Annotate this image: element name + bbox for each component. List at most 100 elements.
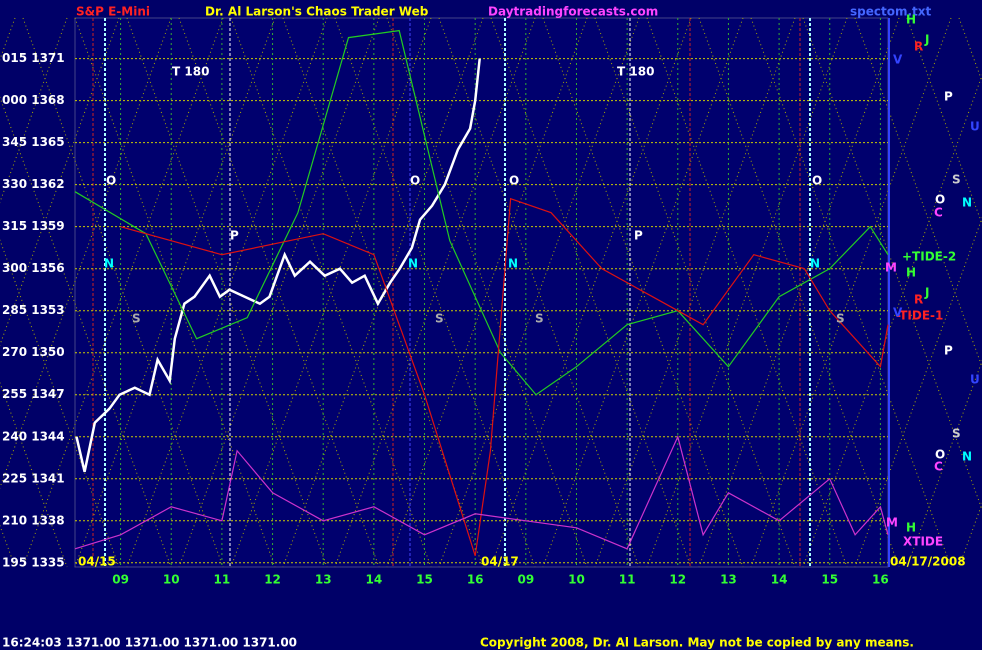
- series-line: [120, 197, 889, 556]
- pattern-line: [386, 17, 588, 568]
- annotation: P: [944, 344, 953, 358]
- y-tick-label: 225 1341: [2, 471, 65, 485]
- y-tick-label: 015 1371: [2, 51, 65, 65]
- series-line: [75, 58, 481, 473]
- annotation: U: [970, 120, 980, 134]
- x-tick-label: 12: [264, 573, 281, 587]
- x-tick-label: 09: [517, 573, 534, 587]
- pattern-line: [542, 17, 744, 568]
- pattern-line: [854, 216, 982, 568]
- annotation: P: [230, 229, 239, 243]
- pattern-line: [750, 17, 952, 568]
- x-tick-label: 14: [366, 573, 383, 587]
- pattern-line: [22, 17, 224, 568]
- annotation: P: [634, 229, 643, 243]
- annotation: U: [970, 373, 980, 387]
- x-tick-label: 16: [872, 573, 889, 587]
- y-tick-label: 285 1353: [2, 303, 65, 317]
- x-tick-label: 10: [163, 573, 180, 587]
- site: Daytradingforecasts.com: [488, 5, 658, 19]
- annotation: +TIDE-2: [902, 250, 956, 264]
- status: 16:24:03 1371.00 1371.00 1371.00 1371.00: [2, 636, 297, 650]
- annotation: O: [935, 448, 945, 462]
- annotation: N: [962, 450, 972, 464]
- annotation: S: [535, 312, 544, 326]
- x-tick-label: 09: [112, 573, 129, 587]
- y-tick-label: 195 1335: [2, 555, 65, 569]
- y-tick-label: 345 1365: [2, 135, 65, 149]
- annotation: H: [906, 266, 916, 280]
- annotation: -TIDE-1: [896, 309, 943, 323]
- y-tick-label: 300 1356: [2, 261, 65, 275]
- annotation: O: [812, 174, 822, 188]
- annotation: S: [132, 312, 141, 326]
- annotation: XTIDE: [903, 535, 943, 549]
- annotation: R: [914, 40, 923, 54]
- y-tick-label: 240 1344: [2, 429, 65, 443]
- annotation: P: [944, 90, 953, 104]
- annotation: V: [893, 53, 903, 67]
- annotation: S: [435, 312, 444, 326]
- pattern-line: [74, 17, 276, 568]
- x-tick-label: 15: [416, 573, 433, 587]
- pattern-line: [438, 17, 640, 568]
- y-tick-label: 330 1362: [2, 177, 65, 191]
- pattern-line: [0, 17, 172, 489]
- copyright: Copyright 2008, Dr. Al Larson. May not b…: [480, 636, 914, 650]
- annotation: M: [886, 516, 898, 530]
- x-tick-label: 15: [821, 573, 838, 587]
- plot-clip-edge: [888, 18, 890, 567]
- annotation: H: [906, 13, 916, 27]
- annotation: O: [410, 174, 420, 188]
- pattern-line: [698, 17, 900, 568]
- annotation: 04/15: [78, 555, 116, 569]
- annotation: M: [885, 261, 897, 275]
- plot-area: [74, 17, 889, 568]
- annotation: R: [914, 293, 923, 307]
- annotation: V: [893, 306, 903, 320]
- annotation: 04/17: [481, 555, 519, 569]
- x-tick-label: 16: [467, 573, 484, 587]
- annotation: T 180: [617, 65, 654, 79]
- annotation: N: [104, 257, 114, 271]
- y-tick-label: 315 1359: [2, 219, 65, 233]
- x-tick-label: 10: [568, 573, 585, 587]
- annotation: spectom.txt: [850, 5, 932, 19]
- annotation: J: [924, 286, 929, 300]
- annotation: H: [906, 521, 916, 535]
- x-tick-label: 12: [669, 573, 686, 587]
- y-tick-label: 255 1347: [2, 387, 65, 401]
- x-tick-label: 13: [720, 573, 737, 587]
- x-tick-label: 11: [214, 573, 231, 587]
- symbol: S&P E-Mini: [76, 5, 150, 19]
- series-line: [74, 29, 889, 396]
- annotation: N: [508, 257, 518, 271]
- y-tick-label: 000 1368: [2, 93, 65, 107]
- x-tick-label: 13: [315, 573, 332, 587]
- annotation: C: [934, 206, 943, 220]
- pattern-line: [594, 17, 796, 568]
- annotation: N: [962, 196, 972, 210]
- pattern-line: [178, 17, 380, 568]
- annotation: S: [952, 427, 961, 441]
- annotation: O: [935, 193, 945, 207]
- y-tick-label: 210 1338: [2, 513, 65, 527]
- annotation: S: [952, 173, 961, 187]
- pattern-line: [230, 17, 432, 568]
- annotation: J: [924, 33, 929, 47]
- annotation: N: [408, 257, 418, 271]
- x-tick-label: 14: [771, 573, 788, 587]
- pattern-line: [334, 17, 536, 568]
- annotation: S: [836, 312, 845, 326]
- annotation: O: [509, 174, 519, 188]
- pattern-line: [490, 17, 692, 568]
- annotation: C: [934, 460, 943, 474]
- series-line: [74, 435, 889, 550]
- chart-title: Dr. Al Larson's Chaos Trader Web: [205, 5, 429, 19]
- pattern-line: [0, 17, 120, 347]
- annotation: 04/17/2008: [890, 555, 966, 569]
- annotation: O: [106, 174, 116, 188]
- annotation: N: [810, 257, 820, 271]
